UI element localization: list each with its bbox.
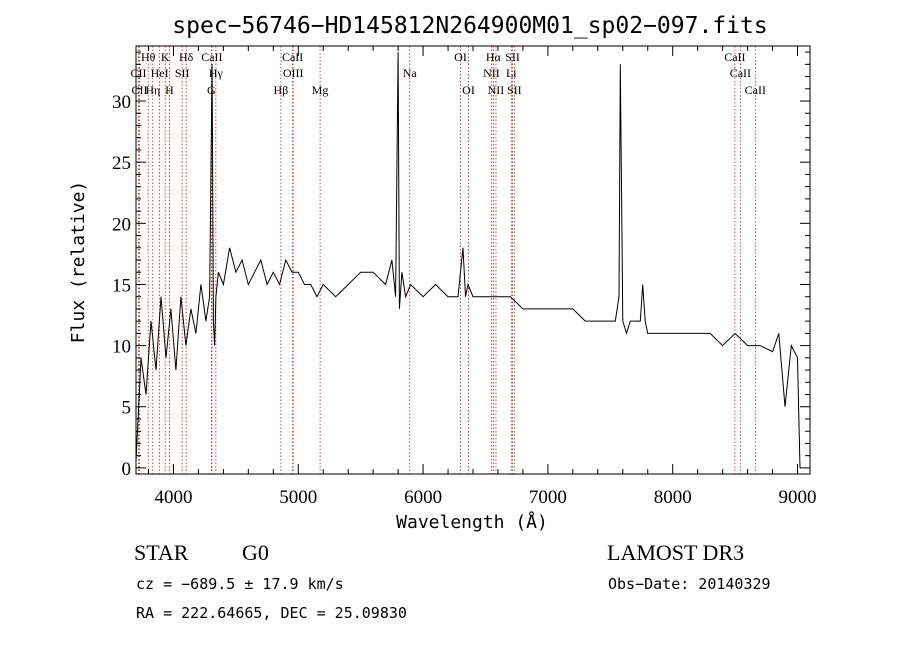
marker-label-3: CaII bbox=[201, 50, 222, 64]
plot-frame bbox=[135, 45, 811, 475]
y-tick-label-0: 0 bbox=[122, 459, 132, 480]
object-class: STAR bbox=[134, 540, 189, 565]
marker-label-17: CaII bbox=[730, 66, 751, 80]
y-tick-label-2: 10 bbox=[112, 337, 131, 358]
marker-label-2: Hδ bbox=[179, 50, 194, 64]
redshift-text: cz = −689.5 ± 17.9 km/s bbox=[136, 575, 344, 593]
object-subclass: G0 bbox=[242, 540, 269, 565]
spectral-line-markers bbox=[138, 46, 756, 474]
marker-label-24: OI bbox=[462, 83, 475, 97]
marker-label-7: SII bbox=[505, 50, 520, 64]
marker-label-12: Hγ bbox=[209, 66, 224, 80]
marker-label-5: OI bbox=[454, 50, 467, 64]
chart-title: spec−56746−HD145812N264900M01_sp02−097.f… bbox=[172, 13, 767, 39]
marker-label-6: Hα bbox=[486, 50, 502, 64]
y-tick-label-6: 30 bbox=[112, 92, 131, 113]
y-axis-ticks: 0 5 10 15 20 25 30 bbox=[112, 51, 810, 480]
x-tick-label-4: 8000 bbox=[654, 487, 692, 508]
x-tick-label-0: 4000 bbox=[154, 487, 192, 508]
y-tick-label-3: 15 bbox=[112, 275, 131, 296]
marker-label-0: Hθ bbox=[141, 50, 156, 64]
marker-label-13: OIII bbox=[283, 66, 304, 80]
marker-label-27: CaII bbox=[745, 83, 766, 97]
marker-label-22: Hβ bbox=[274, 83, 289, 97]
marker-label-9: CII bbox=[130, 66, 146, 80]
marker-label-15: NII bbox=[483, 66, 500, 80]
survey-name: LAMOST DR3 bbox=[607, 540, 745, 565]
y-tick-label-1: 5 bbox=[122, 398, 132, 419]
marker-label-19: Hη bbox=[145, 83, 160, 97]
spectrum-line bbox=[135, 52, 801, 468]
x-axis-label: Wavelength (Å) bbox=[396, 511, 548, 533]
x-tick-label-2: 6000 bbox=[404, 487, 442, 508]
x-tick-label-1: 5000 bbox=[279, 487, 317, 508]
marker-label-18: CII bbox=[131, 83, 147, 97]
marker-label-23: Mg bbox=[312, 83, 329, 97]
marker-label-4: CaII bbox=[282, 50, 303, 64]
obs-date: Obs−Date: 20140329 bbox=[608, 575, 771, 593]
y-tick-label-5: 25 bbox=[112, 153, 131, 174]
marker-label-16: Li bbox=[506, 66, 517, 80]
coordinates: RA = 222.64665, DEC = 25.09830 bbox=[136, 604, 407, 622]
marker-label-11: SII bbox=[175, 66, 190, 80]
x-tick-label-5: 9000 bbox=[779, 487, 817, 508]
y-axis-label: Flux (relative) bbox=[68, 181, 89, 344]
marker-label-20: H bbox=[165, 83, 174, 97]
x-tick-label-3: 7000 bbox=[529, 487, 567, 508]
marker-label-14: Na bbox=[403, 66, 418, 80]
marker-label-8: CaII bbox=[724, 50, 745, 64]
marker-label-26: SII bbox=[507, 83, 522, 97]
x-axis-ticks: 4000 5000 6000 7000 8000 9000 bbox=[147, 46, 817, 508]
marker-label-25: NII bbox=[488, 83, 505, 97]
marker-label-1: K bbox=[161, 50, 170, 64]
marker-label-10: HeI bbox=[151, 66, 169, 80]
y-tick-label-4: 20 bbox=[112, 214, 131, 235]
